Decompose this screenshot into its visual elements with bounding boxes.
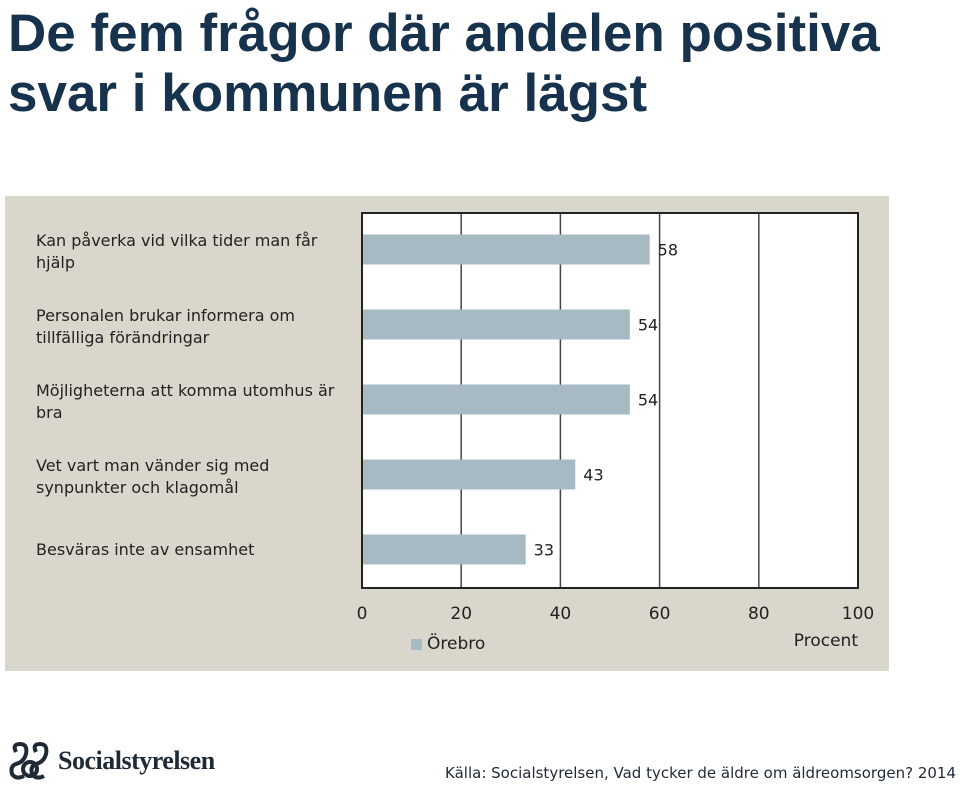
legend-label: Örebro — [427, 634, 486, 654]
page-title-line-2: svar i kommunen är lägst — [8, 64, 648, 123]
bar — [362, 384, 630, 415]
x-tick-label: 80 — [748, 604, 770, 624]
x-tick-label: 0 — [357, 604, 368, 624]
x-tick-label: 100 — [842, 604, 874, 624]
x-axis-label: Procent — [794, 631, 859, 651]
page-title: De fem frågor där andelen positiva svar … — [8, 4, 958, 124]
socialstyrelsen-logo: Socialstyrelsen — [8, 742, 215, 780]
x-tick-label: 40 — [550, 604, 572, 624]
bar — [362, 459, 576, 490]
bar — [362, 234, 650, 265]
legend: Örebro — [411, 634, 485, 654]
x-tick-label: 20 — [450, 604, 472, 624]
category-label: Kan påverka vid vilka tider man får hjäl… — [36, 230, 318, 272]
category-label: Personalen brukar informera om tillfälli… — [36, 305, 295, 347]
data-label: 43 — [583, 466, 603, 485]
plot-border — [361, 212, 859, 589]
bar — [362, 309, 630, 340]
data-label: 54 — [638, 391, 658, 410]
category-label: Besväras inte av ensamhet — [36, 539, 255, 559]
data-label: 54 — [638, 316, 658, 335]
page-title-line-1: De fem frågor där andelen positiva — [8, 4, 880, 63]
legend-swatch — [411, 638, 422, 650]
data-label: 58 — [658, 241, 678, 260]
bar — [362, 534, 526, 565]
data-label: 33 — [534, 541, 554, 560]
category-label: Vet vart man vänder sig med synpunkter o… — [36, 455, 270, 497]
category-label: Möjligheterna att komma utomhus är bra — [36, 380, 335, 422]
source-note: Källa: Socialstyrelsen, Vad tycker de äl… — [445, 764, 956, 782]
x-tick-label: 60 — [649, 604, 671, 624]
logo-text: Socialstyrelsen — [58, 746, 215, 775]
logo-emblem-icon — [9, 742, 49, 780]
